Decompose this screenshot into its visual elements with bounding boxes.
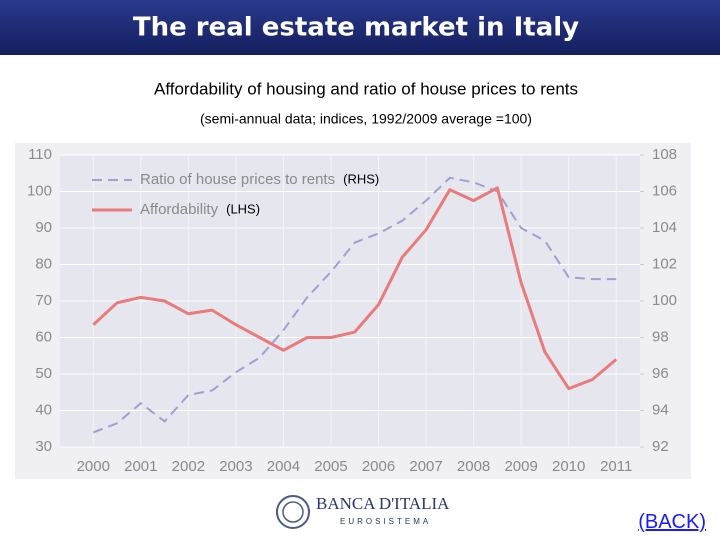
logo: BANCA D'ITALIA EUROSISTEMA	[276, 494, 450, 529]
y-tick-label: 40	[35, 401, 52, 418]
x-tick-label: 2002	[172, 458, 205, 475]
x-tick-label: 2007	[409, 458, 442, 475]
y-tick-label: 100	[27, 182, 52, 199]
x-tick-label: 2003	[219, 458, 252, 475]
y2-tick-label: 96	[652, 365, 669, 382]
series-line	[92, 176, 617, 434]
y-tick-label: 90	[35, 219, 52, 236]
x-tick-label: 2004	[267, 458, 300, 475]
y-tick-label: 80	[35, 255, 52, 272]
y-tick-label: 110	[28, 146, 52, 163]
y-tick-label: 30	[35, 438, 52, 455]
header-bar	[0, 0, 720, 55]
annotation: (LHS)	[226, 201, 260, 216]
x-tick-label: 2010	[552, 458, 585, 475]
x-tick-label: 2009	[504, 458, 537, 475]
slide-title: The real estate market in Italy	[133, 13, 579, 43]
x-tick-label: 2005	[314, 458, 347, 475]
y2-tick-label: 94	[652, 401, 669, 418]
annotation: (RHS)	[343, 171, 379, 186]
y2-tick-label: 100	[652, 292, 677, 309]
y2-tick-label: 108	[652, 146, 677, 163]
x-tick-label: 2011	[600, 458, 632, 475]
y2-tick-label: 106	[652, 182, 677, 199]
y-tick-label: 60	[35, 328, 52, 345]
y2-tick-label: 102	[652, 255, 677, 272]
logo-subtext: EUROSISTEMA	[340, 517, 431, 526]
plot: 30 40 50 60 70 80 90 100 110 92 94 96 98 100 102 104 106…	[27, 146, 677, 475]
y-tick-label: 50	[35, 365, 52, 382]
logo-emblem	[276, 495, 310, 529]
legend-label: Affordability	[140, 201, 219, 218]
x-tick-label: 2006	[362, 458, 395, 475]
chart-title: Affordability of housing and ratio of ho…	[154, 79, 578, 98]
y-tick-label: 70	[35, 292, 52, 309]
series-line	[92, 186, 618, 391]
y2-tick-label: 98	[652, 328, 669, 345]
logo-emblem-inner	[282, 501, 304, 523]
y2-tick-label: 104	[652, 219, 677, 236]
x-tick-label: 2000	[77, 458, 110, 475]
x-tick-label: 2001	[124, 458, 157, 475]
y2-tick-label: 92	[652, 438, 669, 455]
chart-subtitle: (semi-annual data; indices, 1992/2009 av…	[200, 111, 532, 127]
legend-label: Ratio of house prices to rents	[140, 171, 335, 188]
x-tick-label: 2008	[457, 458, 490, 475]
logo-text: BANCA D'ITALIA	[316, 494, 450, 513]
back-link[interactable]: (BACK)	[638, 511, 706, 533]
